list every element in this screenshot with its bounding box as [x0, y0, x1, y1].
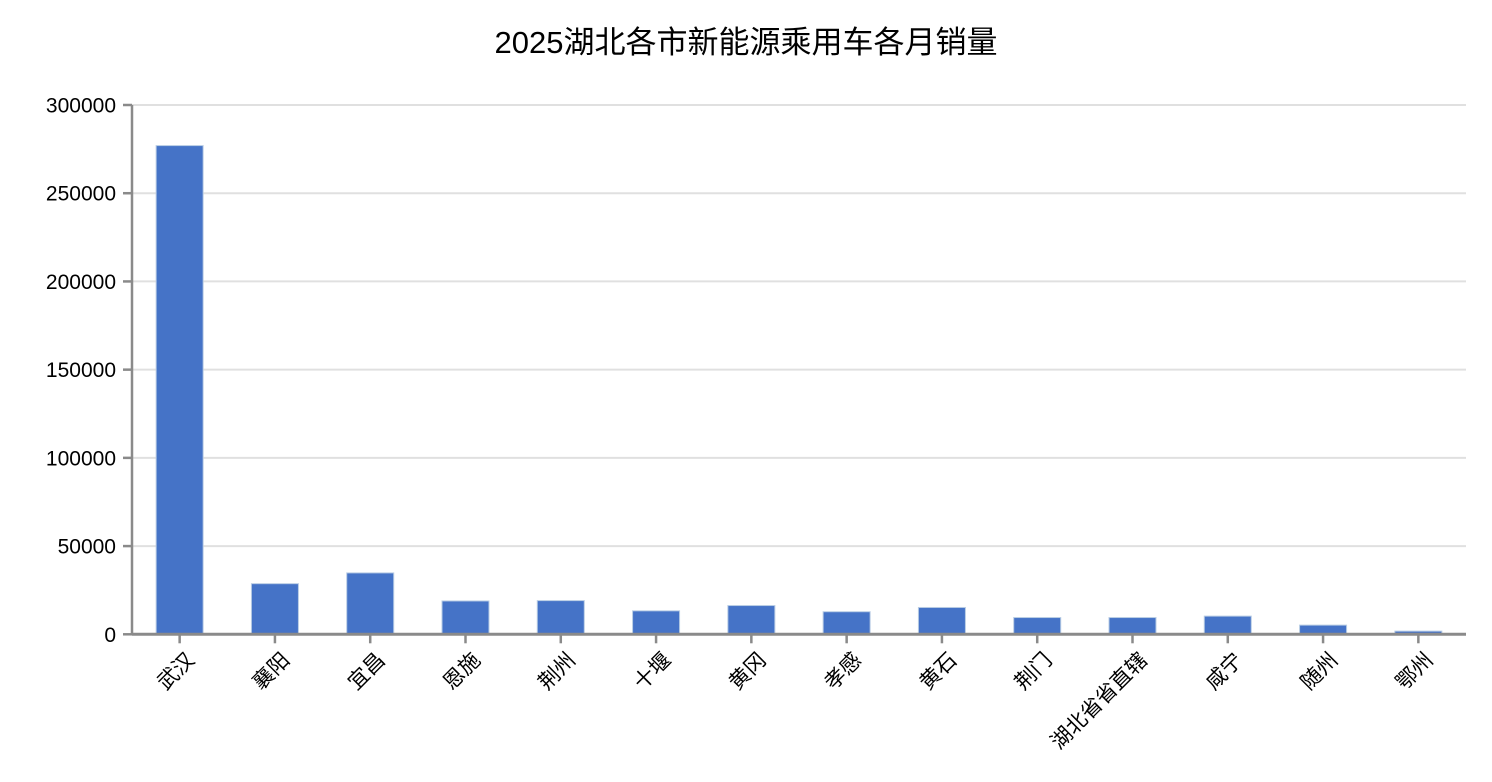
gridlines [132, 104, 1466, 548]
y-tick-label: 50000 [58, 536, 116, 559]
bar-十堰 [632, 610, 681, 635]
x-tick-label-黄石: 黄石 [916, 649, 962, 695]
bar-宜昌 [346, 572, 395, 635]
y-tick-label: 200000 [46, 271, 116, 294]
bar-黄冈 [727, 605, 776, 635]
bar-孝感 [822, 611, 871, 635]
x-tick-label-鄂州: 鄂州 [1392, 649, 1438, 695]
x-tick-label-荆州: 荆州 [534, 649, 580, 695]
bar-荆门 [1013, 617, 1062, 635]
x-tick-label-十堰: 十堰 [630, 649, 676, 695]
y-tick-label: 100000 [46, 447, 116, 470]
x-tick-label-恩施: 恩施 [439, 649, 485, 695]
bar-咸宁 [1203, 615, 1252, 635]
x-tick-label-武汉: 武汉 [153, 649, 199, 695]
x-tick-label-咸宁: 咸宁 [1201, 649, 1247, 695]
bar-黄石 [917, 606, 966, 635]
x-tick-label-宜昌: 宜昌 [344, 649, 390, 695]
y-axis: 0 50000 100000 150000 200000 250000 300000 [46, 95, 134, 647]
x-tick-label-孝感: 孝感 [820, 649, 866, 695]
y-tick-label: 250000 [46, 183, 116, 206]
bar-武汉 [155, 145, 204, 635]
chart-title: 2025湖北各市新能源乘用车各月销量 [495, 25, 998, 60]
x-tick-label-荆门: 荆门 [1011, 649, 1057, 695]
bar-湖北省省直辖 [1108, 617, 1157, 635]
x-tick-label-随州: 随州 [1297, 649, 1343, 695]
bar-恩施 [441, 600, 490, 635]
bar-襄阳 [250, 583, 299, 635]
x-tick-label-黄冈: 黄冈 [725, 649, 771, 695]
y-tick-label: 150000 [46, 359, 116, 382]
y-tick-label: 0 [104, 624, 116, 647]
x-tick-label-襄阳: 襄阳 [249, 649, 295, 695]
y-tick-label: 300000 [46, 95, 116, 118]
x-tick-label-湖北省省直辖: 湖北省省直辖 [1047, 649, 1152, 754]
bars [155, 145, 1443, 635]
bar-荆州 [536, 600, 585, 635]
